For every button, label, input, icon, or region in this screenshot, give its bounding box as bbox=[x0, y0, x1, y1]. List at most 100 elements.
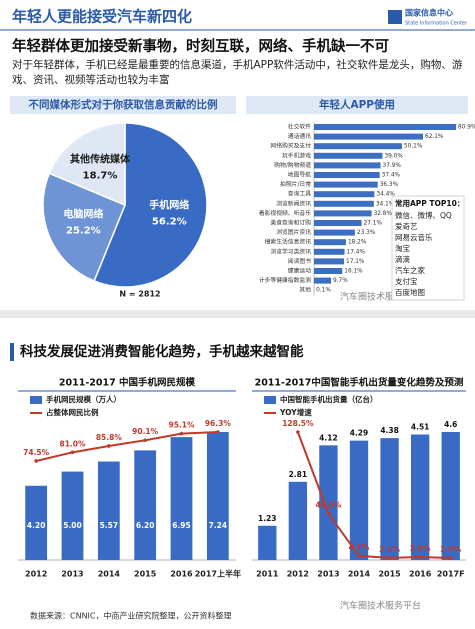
point bbox=[357, 554, 361, 558]
legend-label: YOY增速 bbox=[279, 407, 312, 417]
sample-size: N = 2812 bbox=[119, 290, 160, 299]
category-label: 地图导航 bbox=[288, 171, 311, 179]
point bbox=[326, 511, 331, 516]
bar bbox=[25, 485, 48, 560]
value-label: 5.57 bbox=[100, 521, 119, 530]
value-label: 81.0% bbox=[59, 439, 86, 448]
value-label: 6.95 bbox=[172, 521, 191, 530]
slice-label: 手机网络 bbox=[149, 199, 189, 212]
bar bbox=[314, 277, 332, 284]
category-label: 查询工具 bbox=[288, 190, 311, 198]
pie-slice bbox=[42, 172, 126, 282]
watermark: 汽车圈技术服务平台 bbox=[340, 600, 421, 612]
line bbox=[296, 431, 451, 560]
category-label: 浏览图片资讯 bbox=[276, 228, 311, 236]
value-label: 17.1% bbox=[346, 259, 365, 265]
value-label: 4.6 bbox=[444, 420, 457, 429]
bar bbox=[349, 440, 369, 560]
value-label: 74.5% bbox=[23, 448, 50, 457]
bar bbox=[258, 525, 277, 560]
point bbox=[418, 555, 422, 559]
category-label: 阅读图书 bbox=[288, 257, 311, 265]
category-label: 玩手机游戏 bbox=[282, 151, 311, 159]
value-label: 36.3% bbox=[380, 182, 399, 188]
bar bbox=[319, 445, 338, 560]
top10-item: 支付宝 bbox=[395, 276, 418, 286]
value-label: 2.0% bbox=[440, 545, 461, 554]
value-label: 23.3% bbox=[357, 230, 376, 236]
value-label: 4.20 bbox=[27, 521, 46, 530]
legend-swatch bbox=[264, 396, 276, 404]
heading-marker bbox=[10, 343, 14, 361]
category-label: 社交软件 bbox=[288, 123, 311, 131]
top10-item: 汽车之家 bbox=[395, 265, 425, 275]
bar bbox=[61, 471, 84, 560]
value-label: 1.23 bbox=[258, 514, 277, 523]
bar bbox=[134, 450, 157, 560]
value-label: 17.4% bbox=[347, 249, 366, 255]
section-heading: 年轻群体更加接受新事物，时刻互联，网络、手机缺一不可 bbox=[12, 37, 389, 55]
x-tick-label: 2011 bbox=[256, 570, 279, 579]
top10-item: 淘宝 bbox=[395, 243, 410, 253]
value-label: 37.9% bbox=[383, 163, 402, 169]
point bbox=[70, 450, 75, 455]
legend-label: 占整体网民比例 bbox=[46, 407, 99, 417]
category-label: 浏览学习类资讯 bbox=[270, 247, 311, 255]
slice-value: 18.7% bbox=[83, 170, 118, 181]
slice-label: 电脑网络 bbox=[63, 207, 103, 220]
bar bbox=[314, 200, 374, 207]
slice-value: 56.2% bbox=[152, 217, 187, 228]
section-text: 对于年轻群体，手机已经是最重要的信息渠道，手机APP软件活动中，社交软件是龙头，… bbox=[12, 59, 463, 86]
point bbox=[448, 556, 453, 560]
logo-cn: 国家信息中心 bbox=[405, 8, 453, 18]
value-label: 16.1% bbox=[344, 269, 363, 275]
value-label: 9.7% bbox=[333, 278, 348, 284]
top10-item: 爱奇艺 bbox=[395, 221, 418, 231]
x-tick-label: 2017F bbox=[437, 570, 465, 579]
line bbox=[35, 431, 218, 462]
bar bbox=[97, 461, 120, 560]
value-label: 46.6% bbox=[315, 501, 342, 510]
value-label: 2.81 bbox=[289, 470, 308, 479]
value-label: 3.0% bbox=[410, 544, 431, 553]
chart-title-band bbox=[10, 96, 236, 114]
x-tick-label: 2014 bbox=[348, 570, 371, 579]
x-tick-label: 2015 bbox=[378, 570, 401, 579]
slice-label: 其他传统媒体 bbox=[70, 152, 131, 165]
bar bbox=[170, 437, 193, 560]
category-label: 网络购买及支付 bbox=[270, 142, 311, 150]
value-label: 34.1% bbox=[376, 201, 395, 207]
logo-icon bbox=[388, 10, 402, 24]
top10-item: 微信、微博、QQ bbox=[395, 210, 452, 220]
category-label: 浏览新闻资讯 bbox=[276, 199, 311, 207]
x-tick-label: 2012 bbox=[25, 570, 47, 579]
category-label: 美食查询和订购 bbox=[270, 219, 311, 227]
value-label: 2.1% bbox=[379, 545, 400, 554]
chart-title-band bbox=[246, 96, 468, 114]
chart-title: 2011-2017 中国手机网民规模 bbox=[59, 377, 196, 389]
value-label: 5.00 bbox=[63, 521, 82, 530]
point bbox=[179, 431, 184, 436]
top10-item: 网易云音乐 bbox=[395, 232, 433, 242]
x-tick-label: 2013 bbox=[317, 570, 339, 579]
point bbox=[296, 430, 300, 434]
point bbox=[107, 444, 111, 448]
x-tick-label: 2015 bbox=[134, 570, 157, 579]
value-label: 27.1% bbox=[364, 221, 383, 227]
top10-item: 百度地图 bbox=[395, 287, 425, 297]
value-label: 50.1% bbox=[404, 144, 423, 150]
bar bbox=[410, 434, 430, 560]
chart-title: 年轻人APP使用 bbox=[319, 98, 395, 111]
value-label: 62.1% bbox=[425, 134, 444, 140]
value-label: 39.0% bbox=[384, 153, 403, 159]
header-title: 年轻人更能接受汽车新四化 bbox=[12, 8, 192, 26]
point bbox=[216, 430, 220, 434]
value-label: 85.8% bbox=[96, 433, 123, 442]
category-label: 其他 bbox=[299, 286, 311, 294]
value-label: 4.38 bbox=[380, 426, 399, 435]
bar bbox=[441, 432, 460, 560]
legend-label: 中国智能手机出货量（亿台） bbox=[280, 394, 378, 404]
bar bbox=[288, 481, 308, 560]
